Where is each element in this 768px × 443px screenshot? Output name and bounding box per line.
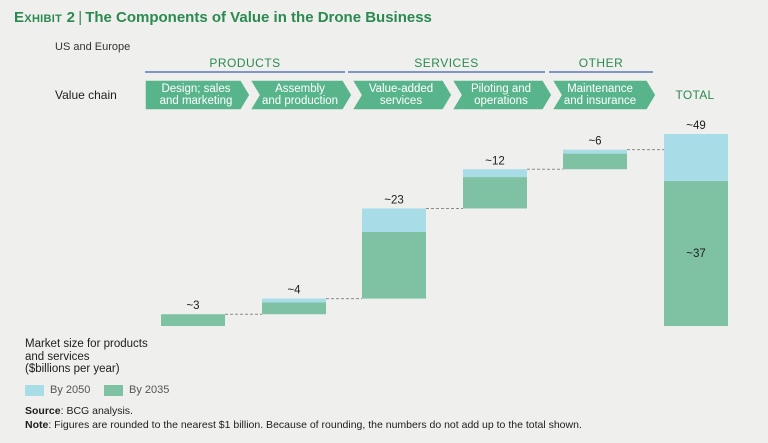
legend-swatch-2035	[104, 384, 123, 396]
data-label-total-2035: ~37	[686, 248, 706, 260]
legend-swatch-2050	[25, 384, 44, 396]
footnote: Note: Figures are rounded to the nearest…	[25, 419, 582, 431]
group-rule-other	[549, 71, 653, 73]
chevron-label-design: Design; sales and marketing	[159, 82, 233, 108]
chart-title: The Components of Value in the Drone Bus…	[85, 9, 432, 26]
value-chain-chevron	[144, 79, 251, 111]
legend-item-2035: By 2035	[104, 384, 169, 396]
bar-2035	[161, 314, 225, 326]
bar-2035	[362, 231, 426, 299]
exhibit-number: Exhibit 2	[14, 9, 76, 26]
legend-title: Market size for products and services ($…	[25, 338, 148, 375]
value-chain-chevron	[450, 79, 553, 111]
title-divider: |	[78, 9, 83, 26]
source-note: Source: BCG analysis.	[25, 405, 133, 417]
value-chain-chevron	[550, 79, 657, 111]
bar-2035	[463, 177, 527, 209]
group-rule-services	[348, 71, 545, 73]
group-rule-products	[145, 71, 345, 73]
bar-2035	[664, 181, 728, 326]
bar-2035	[563, 153, 627, 170]
group-label-other: OTHER	[578, 56, 624, 70]
value-chain-label: Value chain	[55, 88, 117, 102]
chevron-label-value-added: Value-added services	[368, 82, 434, 108]
bar-2050	[664, 134, 728, 182]
group-label-products: PRODUCTS	[209, 56, 281, 70]
bar-2050	[362, 208, 426, 232]
bar-2050	[262, 298, 326, 303]
bar-2050	[463, 169, 527, 178]
data-label: ~6	[588, 136, 601, 148]
exhibit-title: Exhibit 2 | The Components of Value in the…	[14, 9, 432, 26]
data-label: ~3	[186, 300, 199, 312]
data-label: ~12	[485, 155, 505, 167]
data-label: ~23	[384, 194, 404, 206]
value-chain-chevron	[248, 79, 353, 111]
chevron-label-assembly: Assembly and production	[261, 82, 339, 108]
data-label: ~4	[287, 285, 301, 297]
region-subtitle: US and Europe	[55, 41, 131, 53]
chevron-label-piloting: Piloting and operations	[470, 82, 532, 108]
chevron-label-maintenance: Maintenance and insurance	[563, 82, 637, 108]
legend-item-2050: By 2050	[25, 384, 90, 396]
bar-2035	[262, 302, 326, 315]
data-label: ~49	[686, 120, 706, 132]
bar-2050	[563, 149, 627, 154]
total-label: TOTAL	[675, 88, 715, 102]
group-label-services: SERVICES	[414, 56, 479, 70]
value-chain-chevron	[350, 79, 453, 111]
